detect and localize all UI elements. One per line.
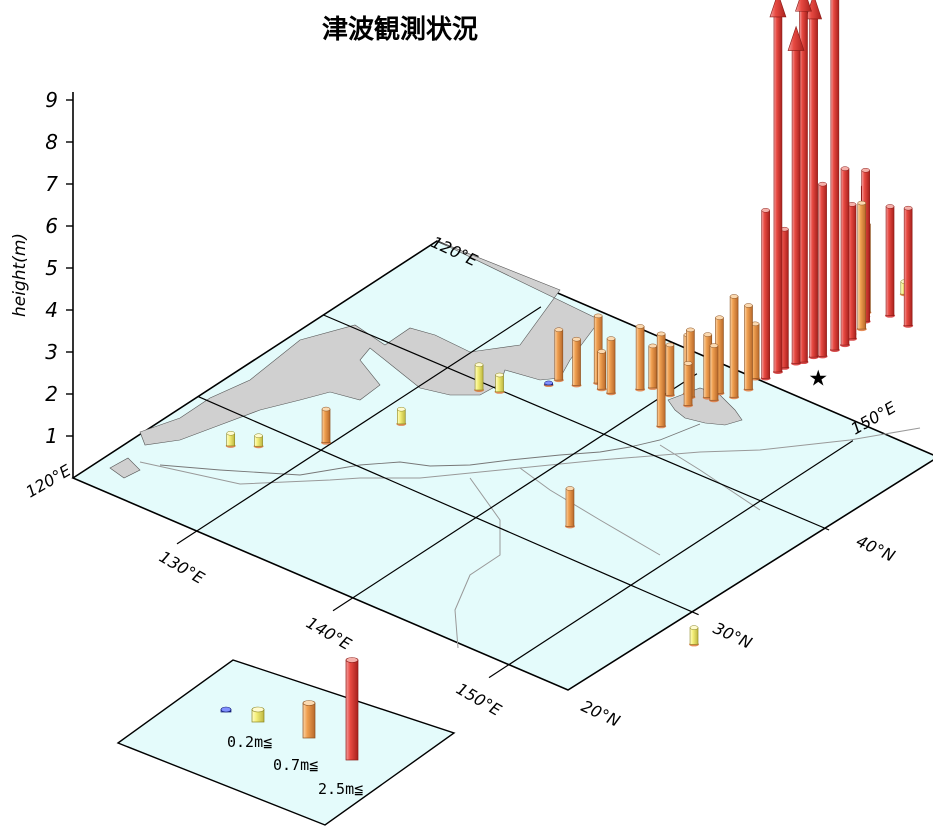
- height-tick-label: 2: [45, 382, 58, 406]
- lat-label-40: 40°N: [853, 531, 898, 565]
- tsunami-bar: [760, 208, 771, 381]
- overflow-arrowhead: [787, 25, 805, 51]
- legend-label-07: 0.7m≦: [273, 756, 318, 774]
- legend: 0.2m≦ 0.7m≦ 2.5m≦: [116, 657, 456, 826]
- tsunami-bar: [817, 181, 828, 359]
- trench-line: [659, 444, 761, 511]
- height-tick-label: 5: [45, 256, 58, 280]
- lon-label-120-south: 120°E: [23, 460, 75, 501]
- height-tick-label: 9: [45, 88, 58, 112]
- tsunami-bar: [885, 204, 896, 318]
- tsunami-bar: [743, 303, 754, 392]
- epicenter-star: ★: [808, 367, 828, 392]
- height-tick-label: 6: [45, 214, 58, 238]
- tsunami-bar: [683, 361, 694, 408]
- honshu-coast: [159, 423, 701, 476]
- lon-label-130: 130°E: [156, 547, 208, 588]
- lat-label-30: 30°N: [710, 618, 755, 652]
- legend-plane: [116, 659, 456, 826]
- trench-line: [454, 477, 501, 649]
- legend-label-25: 2.5m≦: [318, 780, 363, 798]
- legend-bar: [345, 657, 359, 761]
- tsunami-bar: [769, 0, 787, 374]
- tsunami-bar: [840, 166, 850, 348]
- height-axis-label: height(m): [10, 233, 30, 317]
- tsunami-bar: [596, 349, 607, 392]
- height-tick-label: 4: [45, 298, 58, 322]
- lat-label-20: 20°N: [578, 696, 623, 730]
- tsunami-bar: [494, 372, 505, 394]
- height-tick-label: 8: [45, 130, 58, 154]
- lon-label-140: 140°E: [303, 613, 355, 654]
- lon-label-150: 150°E: [453, 679, 505, 720]
- tsunami-bars: [225, 0, 914, 647]
- tsunami-bar: [903, 205, 914, 328]
- tsunami-bar: [689, 625, 700, 647]
- height-axis: 1 2 3 4 5 6 7 8 9 height(m): [10, 88, 74, 478]
- tsunami-bar: [553, 327, 564, 383]
- tsunami-bar: [571, 336, 582, 388]
- overflow-arrowhead: [795, 0, 812, 12]
- tsunami-bar: [543, 380, 554, 388]
- tsunami-bar: [321, 406, 332, 445]
- tsunami-bar: [647, 343, 658, 390]
- taiwan-land: [109, 457, 141, 479]
- tsunami-bar: [253, 433, 264, 449]
- tsunami-bar: [606, 336, 617, 396]
- legend-bar: [302, 700, 316, 739]
- height-tick-label: 3: [45, 340, 58, 364]
- legend-bar: [220, 706, 232, 713]
- tsunami-bar: [829, 0, 840, 353]
- overflow-arrowhead: [769, 0, 787, 18]
- chart-title: 津波観測状況: [322, 14, 478, 45]
- tsunami-bar: [787, 25, 805, 366]
- tsunami-bar: [847, 202, 858, 341]
- tsunami-bar: [856, 200, 867, 332]
- height-tick-label: 1: [45, 424, 58, 448]
- tsunami-bar: [805, 0, 823, 360]
- tsunami-bar: [396, 406, 407, 426]
- legend-bar: [251, 706, 265, 723]
- legend-label-02: 0.2m≦: [227, 733, 272, 751]
- tsunami-bar: [795, 0, 812, 365]
- tsunami-bar: [564, 486, 575, 529]
- tsunami-bar: [225, 431, 236, 448]
- height-tick-label: 7: [45, 172, 58, 196]
- tsunami-bar: [709, 343, 720, 403]
- tsunami-bar: [635, 324, 646, 392]
- tsunami-bar: [656, 331, 667, 429]
- tsunami-bar: [729, 294, 740, 400]
- tsunami-bar: [474, 362, 485, 392]
- map-floor: [71, 240, 933, 691]
- graticule: [176, 306, 854, 679]
- tsunami-bar: [664, 342, 675, 398]
